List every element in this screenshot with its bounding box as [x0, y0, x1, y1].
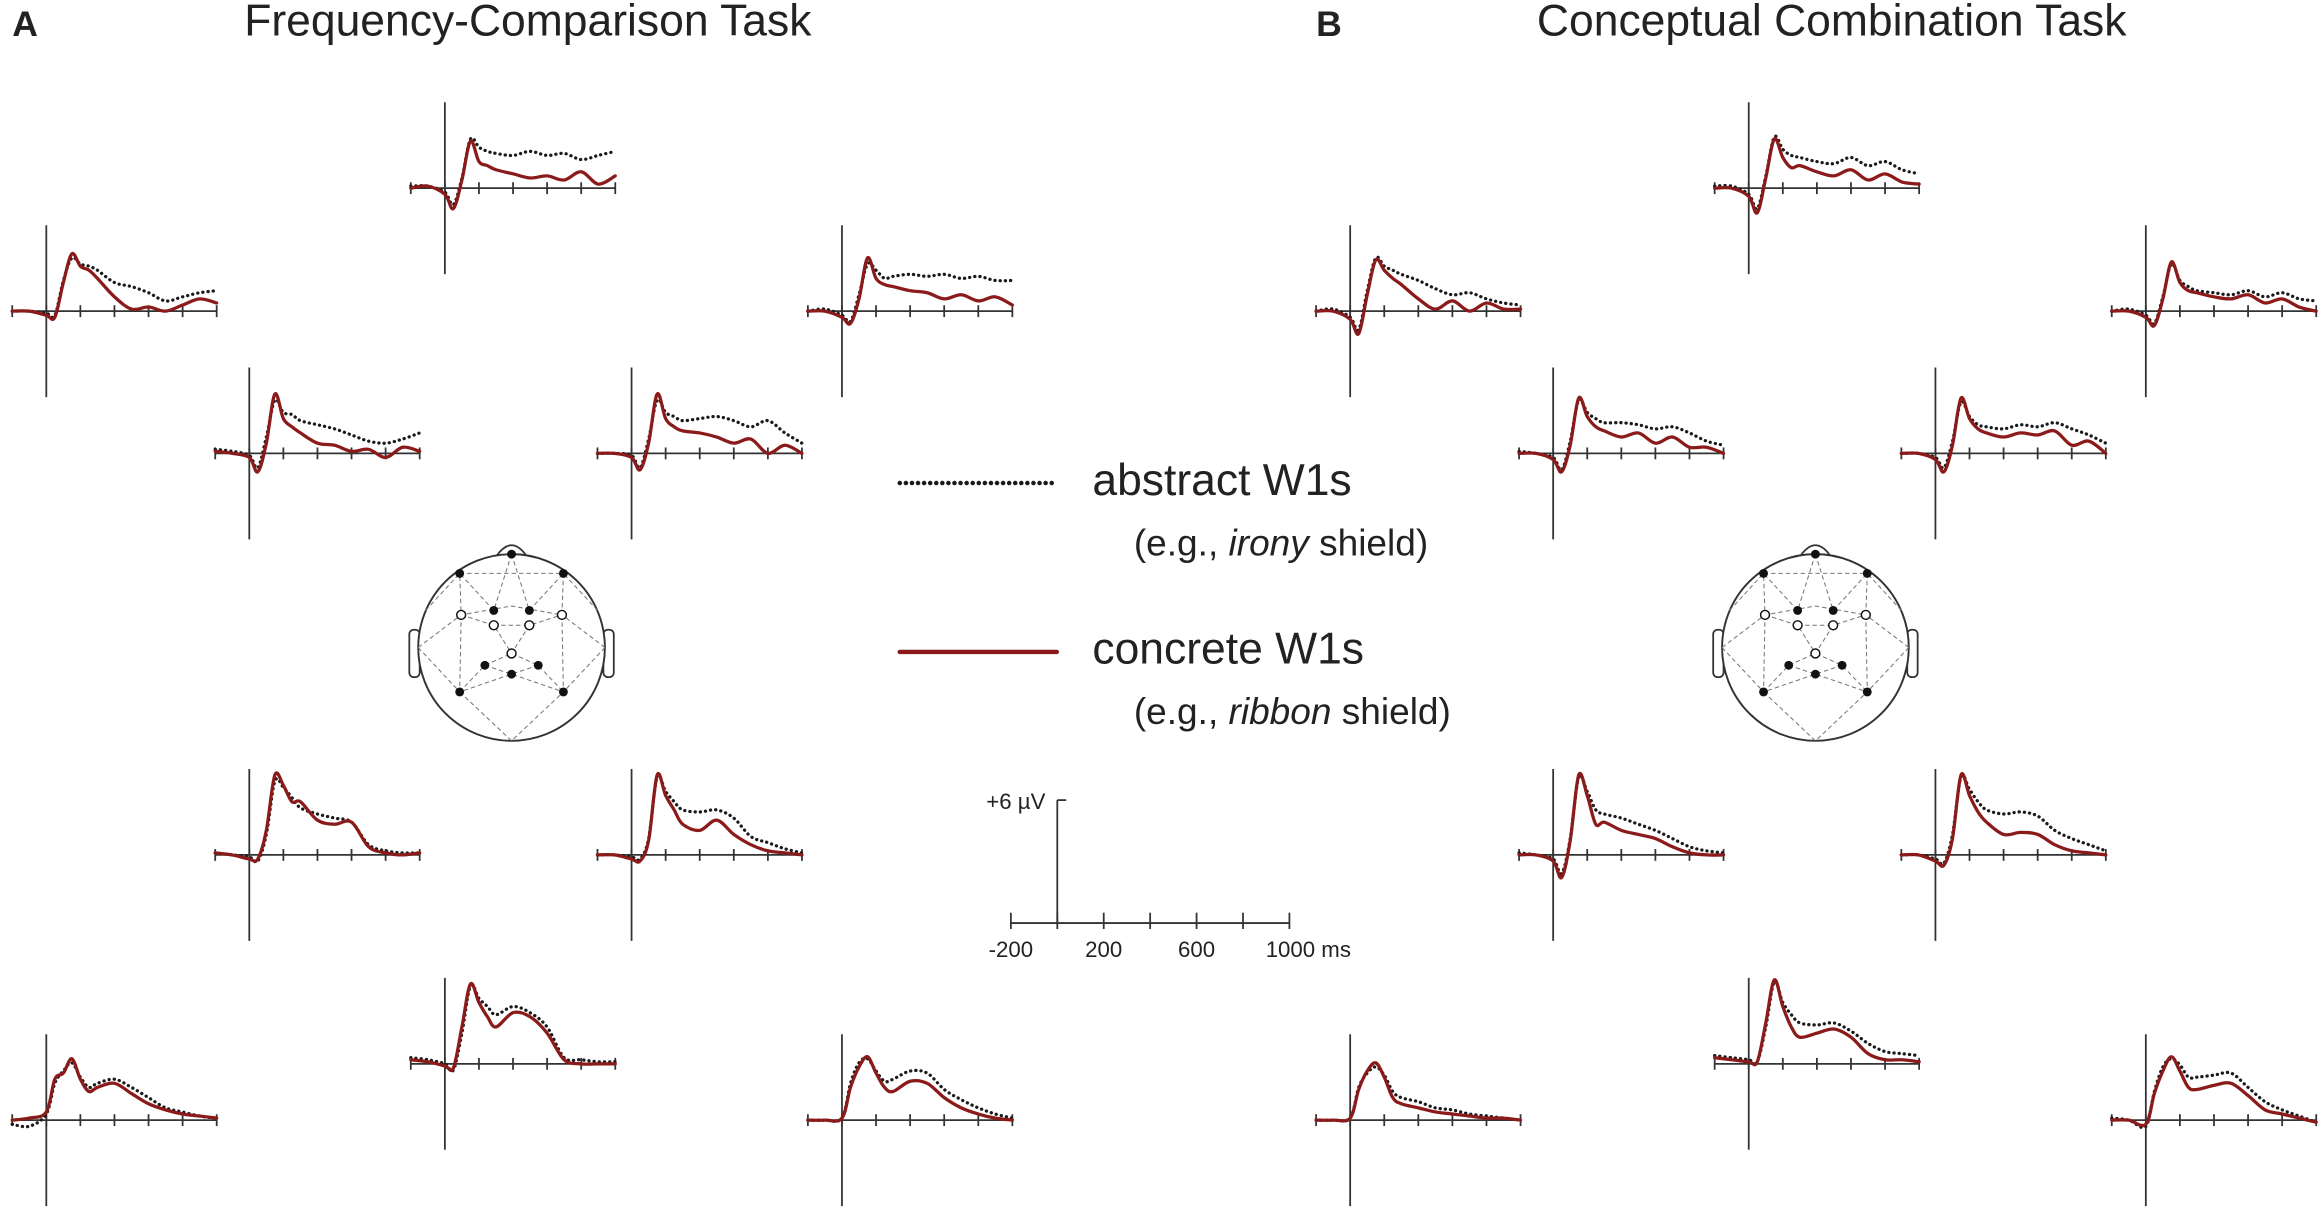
electrode-map	[408, 544, 615, 742]
legend-example-part: (e.g.,	[1134, 521, 1229, 563]
erp-line	[1713, 978, 1921, 1067]
erp-line	[1517, 395, 1726, 474]
legend-label: concrete W1s	[1092, 625, 1364, 674]
erp-line	[1713, 137, 1921, 215]
erp-line	[10, 1057, 219, 1122]
erp-plot	[409, 977, 617, 1150]
scale-x-tick-label: 600	[1178, 937, 1215, 962]
erp-line	[10, 251, 219, 322]
erp-plot	[10, 225, 219, 398]
erp-plot	[2110, 1034, 2318, 1207]
legend-example-part: shield)	[1331, 690, 1450, 732]
erp-plot	[1314, 1034, 1523, 1207]
scale-x-tick-label: 200	[1085, 937, 1122, 962]
erp-plot	[595, 367, 804, 540]
panel-label: B	[1316, 4, 1342, 44]
erp-line	[806, 256, 1014, 326]
erp-line	[213, 397, 422, 470]
erp-line	[806, 1055, 1014, 1123]
erp-line	[1314, 257, 1523, 336]
scale-x-tick-label: -200	[989, 937, 1033, 962]
erp-plot	[213, 367, 422, 540]
legend-example-part: (e.g.,	[1134, 690, 1229, 732]
erp-plot	[409, 102, 617, 275]
erp-line	[1314, 1061, 1523, 1123]
legend-label: abstract W1s	[1092, 456, 1351, 505]
erp-plot	[1899, 768, 2108, 941]
erp-line	[1899, 772, 2108, 868]
erp-plot	[595, 768, 804, 941]
erp-line	[213, 392, 422, 474]
scale-y-tick-label: +6 µV	[986, 789, 1045, 814]
erp-line	[595, 771, 804, 864]
electrode-map	[1712, 544, 1919, 742]
erp-line	[1314, 1065, 1523, 1123]
erp-plot	[1899, 367, 2108, 540]
erp-plot	[2110, 225, 2318, 398]
erp-line	[409, 981, 617, 1073]
erp-plot	[1314, 225, 1523, 398]
erp-line	[1899, 395, 2108, 474]
erp-line	[2110, 260, 2318, 328]
erp-line	[409, 139, 617, 211]
erp-plot	[10, 1034, 219, 1207]
erp-line	[213, 771, 422, 863]
erp-plot	[1713, 102, 1921, 275]
panel-label: A	[12, 4, 38, 44]
legend-example: (e.g., irony shield)	[1134, 521, 1428, 563]
erp-line	[10, 1061, 219, 1129]
legend-example-part: irony	[1229, 521, 1312, 563]
erp-line	[806, 1056, 1014, 1123]
erp-line	[1517, 397, 1726, 472]
erp-plot	[806, 1034, 1014, 1207]
panel-title: Conceptual Combination Task	[1537, 0, 2127, 45]
erp-line	[2110, 1055, 2318, 1128]
erp-plot	[213, 768, 422, 941]
erp-line	[1314, 255, 1523, 333]
legend-example-part: shield)	[1309, 521, 1428, 563]
erp-line	[595, 397, 804, 470]
erp-plot	[1517, 367, 1726, 540]
erp-line	[409, 136, 617, 207]
erp-plot	[806, 225, 1014, 398]
panel-title: Frequency-Comparison Task	[244, 0, 812, 45]
erp-line	[595, 773, 804, 862]
erp-plot	[1517, 768, 1726, 941]
erp-line	[595, 392, 804, 472]
erp-line	[1713, 979, 1921, 1066]
legend-example: (e.g., ribbon shield)	[1134, 690, 1451, 732]
scale-x-tick-label: 1000 ms	[1266, 937, 1351, 962]
legend-example-part: ribbon	[1229, 690, 1332, 732]
erp-plot	[1713, 977, 1921, 1150]
erp-line	[1517, 771, 1726, 880]
